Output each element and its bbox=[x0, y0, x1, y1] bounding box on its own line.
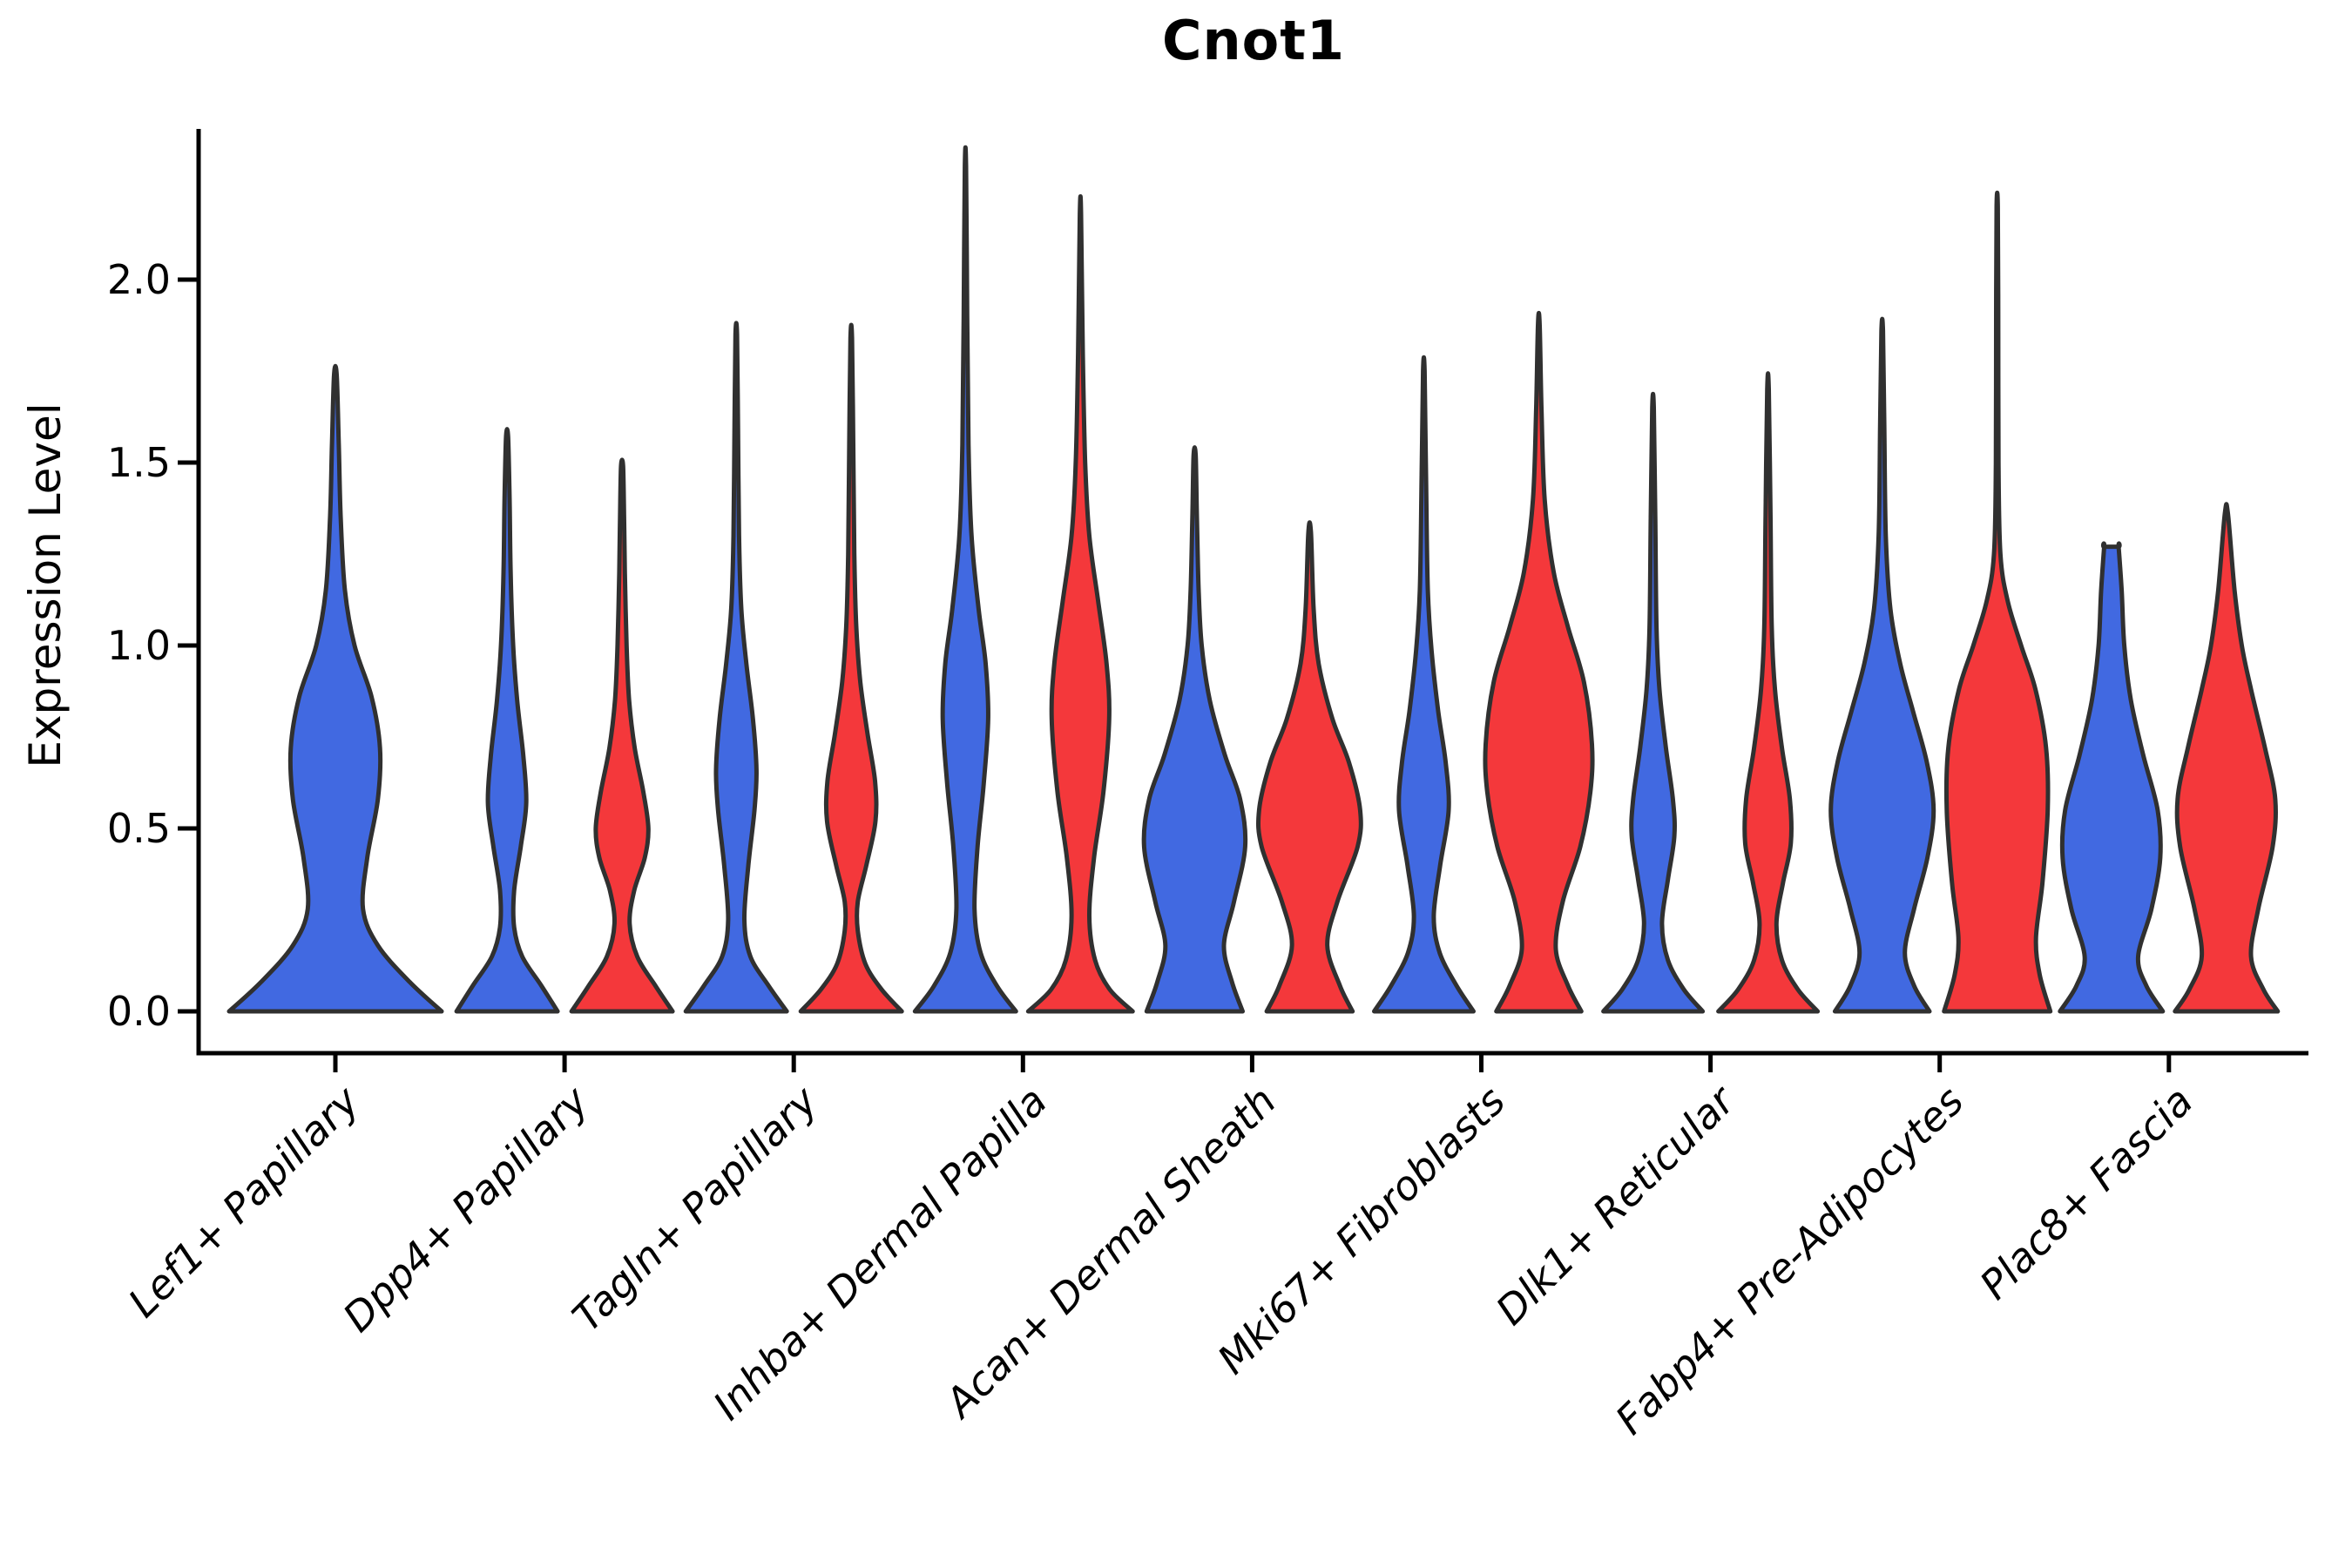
x-tick-label: Plac8+ Fascia bbox=[1970, 1078, 2201, 1308]
violin-dpp4-papillary-blue bbox=[454, 427, 560, 1014]
violin-inhba-dermal-papilla-red bbox=[1025, 193, 1135, 1014]
violin-acan-dermal-sheath-red bbox=[1255, 520, 1363, 1014]
y-tick-label: 1.0 bbox=[107, 622, 171, 669]
x-tick-label: Lef1+ Papillary bbox=[119, 1077, 368, 1326]
page-title: Cnot1 bbox=[1161, 9, 1345, 72]
violin-tagln-papillary-red bbox=[798, 322, 904, 1014]
x-tick-label: Tagln+ Papillary bbox=[564, 1077, 828, 1341]
y-tick-label: 0.5 bbox=[107, 805, 171, 852]
violin-fabp4-pre-adipocytes-red bbox=[1942, 190, 2053, 1014]
y-tick-label: 2.0 bbox=[107, 256, 171, 303]
violin-dpp4-papillary-red bbox=[569, 457, 675, 1014]
violin-plac8-fascia-red bbox=[2173, 502, 2281, 1014]
y-tick-label: 0.0 bbox=[107, 988, 171, 1035]
violin-acan-dermal-sheath-blue bbox=[1141, 445, 1248, 1014]
violin-dlk1-reticular-blue bbox=[1601, 391, 1706, 1014]
violin-dlk1-reticular-red bbox=[1716, 371, 1821, 1014]
x-tick-label: Dlk1+ Reticular bbox=[1487, 1075, 1746, 1334]
x-tick-label: Dpp4+ Papillary bbox=[334, 1077, 598, 1341]
y-tick-label: 1.5 bbox=[107, 439, 171, 486]
violin-plac8-fascia-blue bbox=[2058, 541, 2166, 1014]
violin-inhba-dermal-papilla-blue bbox=[912, 145, 1018, 1014]
violin-fabp4-pre-adipocytes-blue bbox=[1828, 316, 1936, 1014]
violin-mki67-fibroblasts-red bbox=[1483, 310, 1595, 1014]
violin-tagln-papillary-blue bbox=[683, 321, 789, 1014]
violin-mki67-fibroblasts-blue bbox=[1372, 355, 1476, 1014]
violin-lef1-papillary-blue bbox=[226, 363, 444, 1014]
